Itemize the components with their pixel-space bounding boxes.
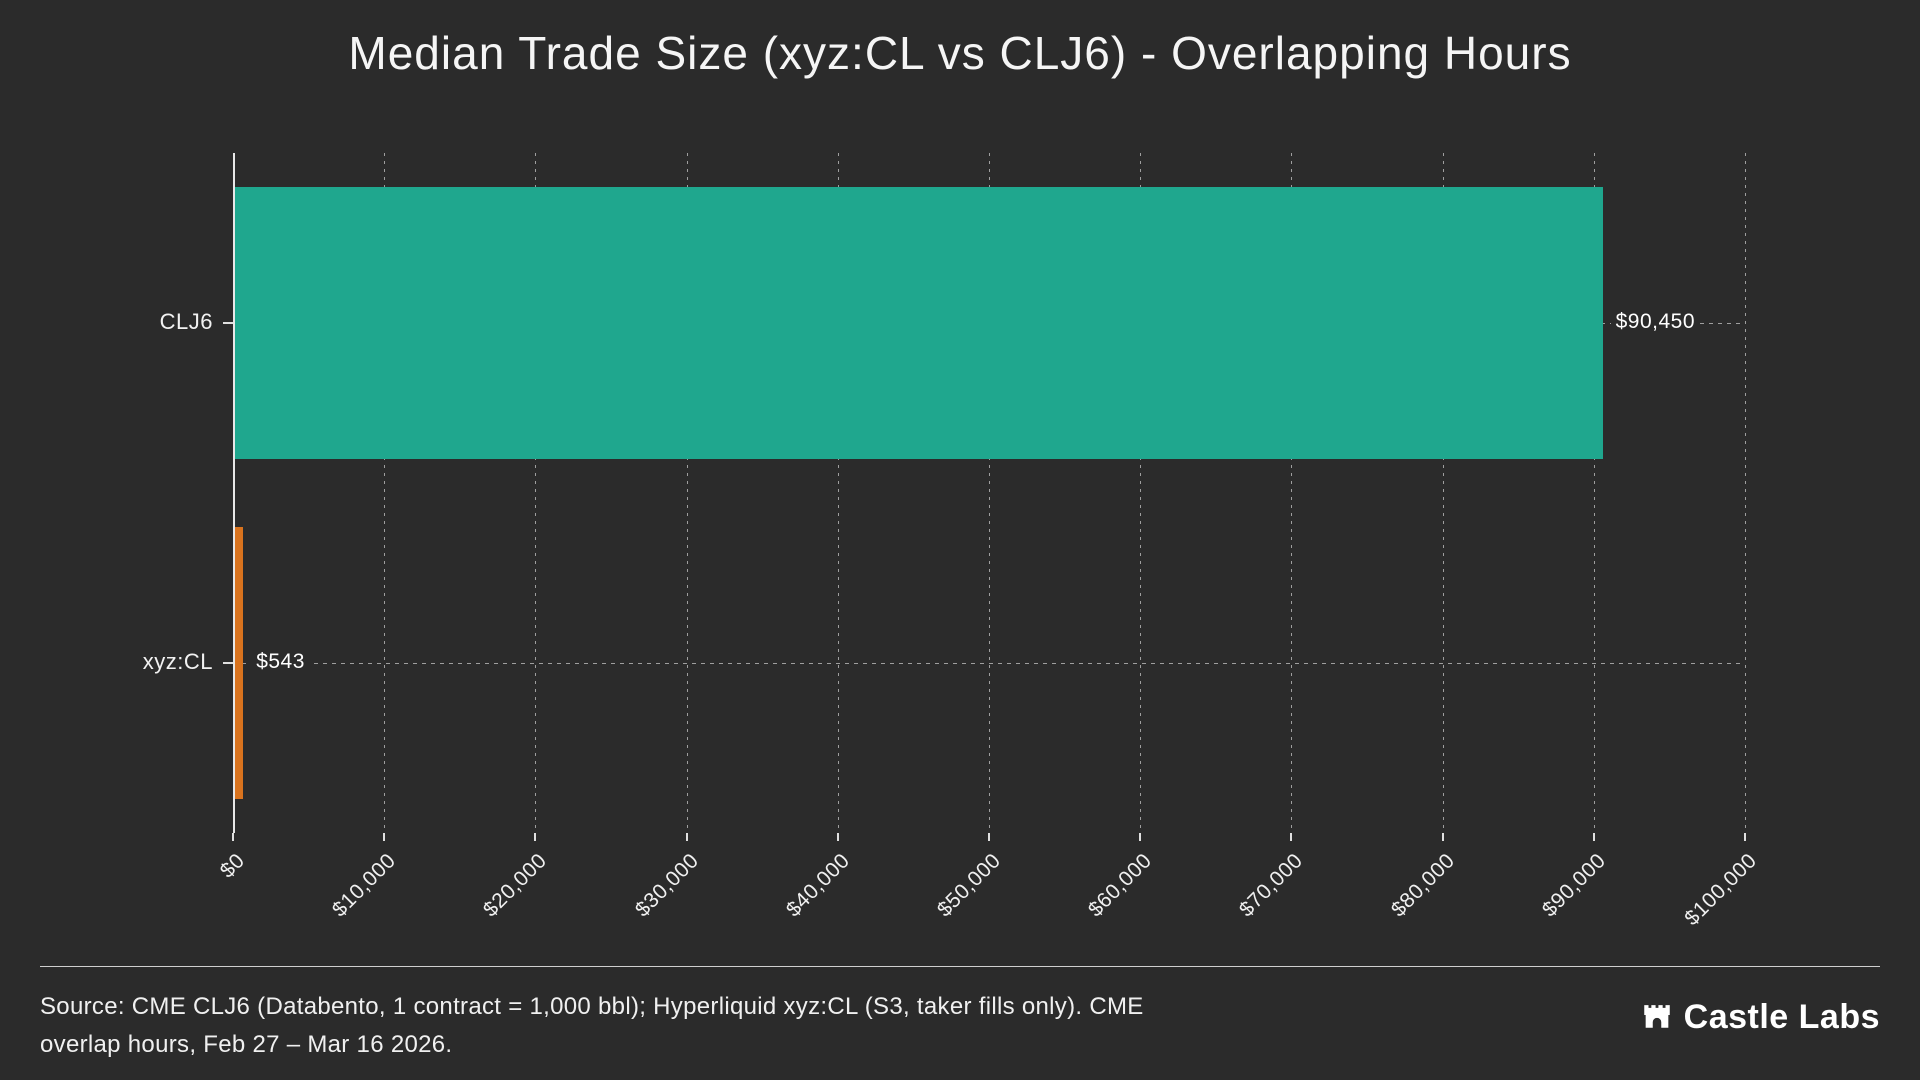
x-tick-label: $70,000 [1235,849,1308,922]
source-note-line1: Source: CME CLJ6 (Databento, 1 contract … [40,993,1144,1020]
x-tick-label: $30,000 [630,849,703,922]
bar-xyzcl [235,527,244,799]
bar-value-label: $90,450 [1610,308,1701,336]
y-axis-line [233,153,235,833]
brand-name: Castle Labs [1683,998,1880,1036]
x-tick-label: $60,000 [1084,849,1157,922]
x-tick-mark [383,833,386,841]
gridline-x [1745,153,1746,833]
x-tick-label: $40,000 [781,849,855,922]
chart-title: Median Trade Size (xyz:CL vs CLJ6) - Ove… [348,27,1572,79]
category-label: CLJ6 [159,309,213,334]
x-tick-label: $20,000 [479,849,552,922]
x-tick-mark [685,833,688,841]
x-tick-label: $0 [215,849,250,883]
gridline-x [1593,153,1595,833]
gridline-x [686,153,688,833]
x-tick-mark [232,833,234,841]
category-label: xyz:CL [142,649,213,674]
brand-logo: Castle Labs [1640,998,1880,1037]
y-tick-mark [223,322,233,324]
x-tick-mark [1441,833,1444,841]
y-tick-mark [223,662,233,664]
bar-value-label: $543 [251,648,310,676]
plot-area: $0 $10,000 $20,000 $30,000 $40,000 $50,000 $60… [143,153,1761,930]
castle-icon [1640,998,1674,1037]
x-tick-mark [1290,833,1293,841]
x-tick-mark [1744,833,1746,841]
gridline-x [1442,153,1444,833]
x-tick-label: $100,000 [1680,849,1762,931]
x-tick-mark [988,833,990,841]
x-tick-mark [1139,833,1142,841]
x-tick-label: $10,000 [328,849,401,922]
gridline-x [1140,153,1142,833]
x-tick-label: $90,000 [1537,849,1611,922]
x-tick-label: $50,000 [932,849,1006,922]
x-tick-mark [534,833,537,841]
gridline-x [384,153,386,833]
gridline-x [535,153,537,833]
gridline-x [989,153,990,833]
x-tick-mark [1592,833,1595,841]
gridline-x [837,153,839,833]
source-note: Source: CME CLJ6 (Databento, 1 contract … [40,988,1340,1064]
footer-divider [40,966,1880,967]
source-note-line2: overlap hours, Feb 27 – Mar 16 2026. [40,1031,453,1058]
x-tick-mark [836,833,839,841]
bar-clj6 [235,187,1603,459]
x-tick-label: $80,000 [1386,849,1459,922]
annotation-line [233,663,1745,664]
gridline-x [1291,153,1293,833]
